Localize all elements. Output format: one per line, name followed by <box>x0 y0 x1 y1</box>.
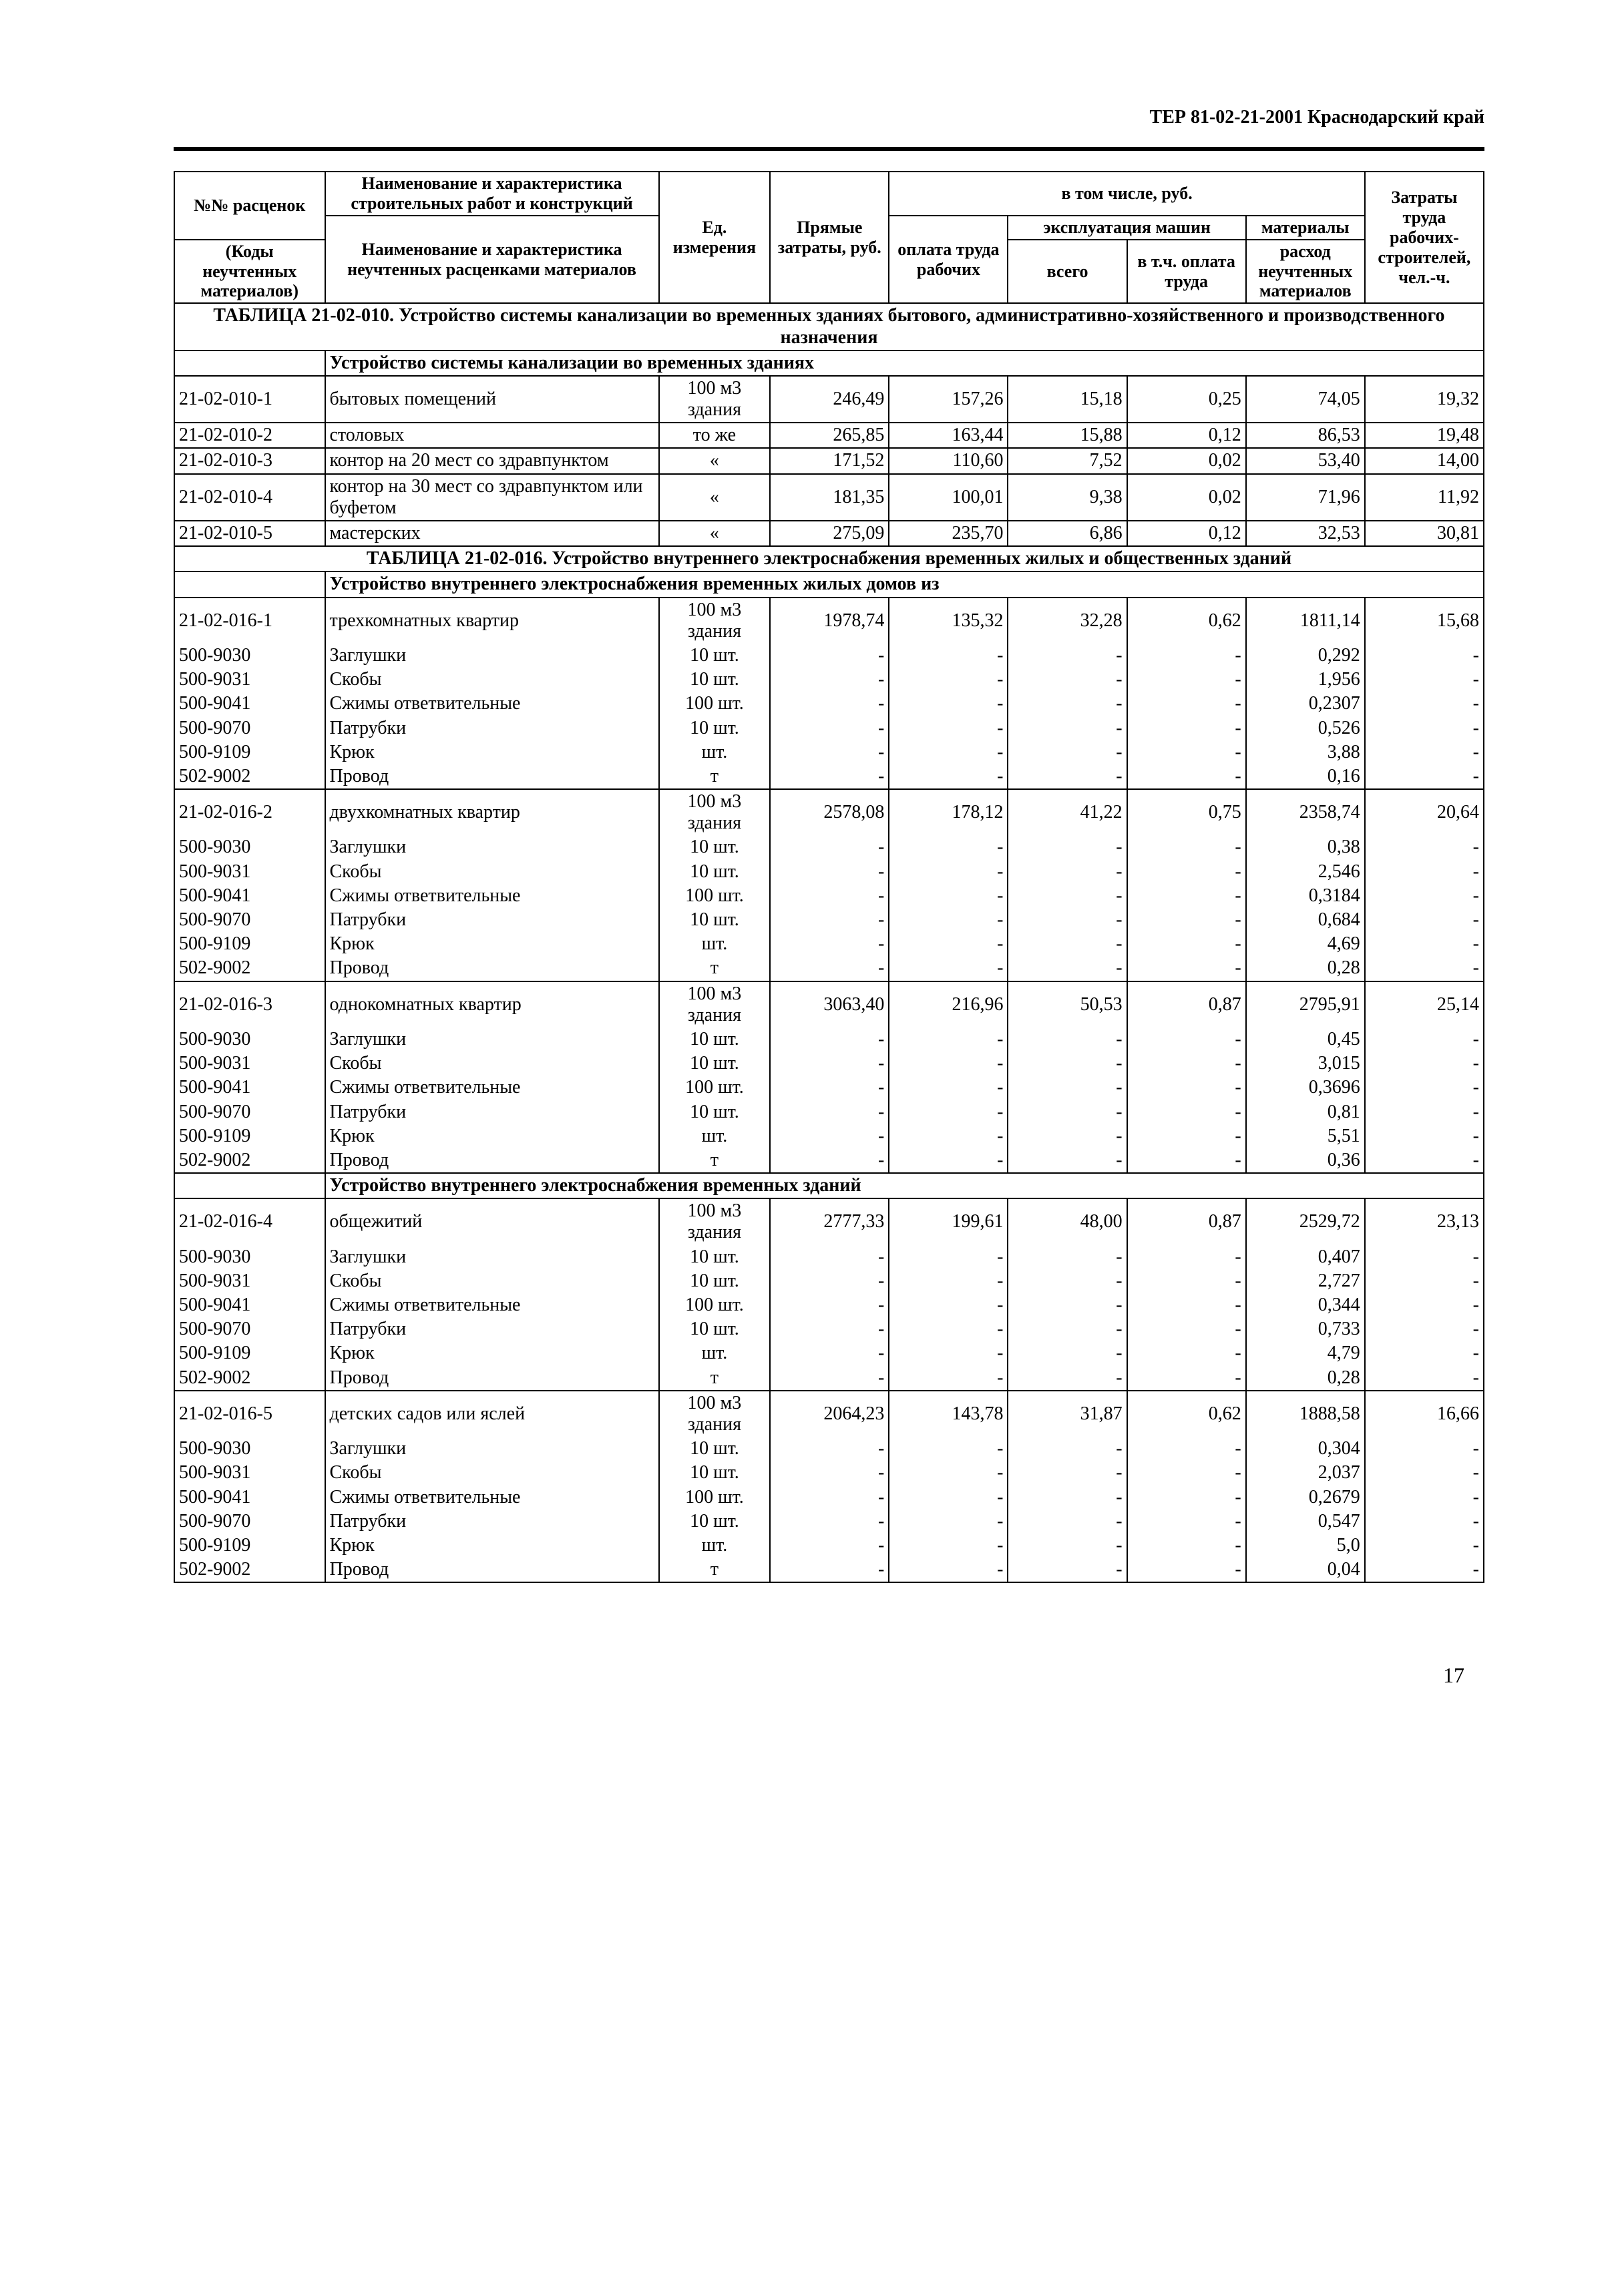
material-row: 500-9109Крюкшт.----5,51- <box>174 1124 1484 1148</box>
th-machines: эксплуатация машин <box>1008 216 1245 240</box>
table-body: ТАБЛИЦА 21-02-010. Устройство системы ка… <box>174 303 1484 1582</box>
material-row: 500-9070Патрубки10 шт.----0,526- <box>174 716 1484 740</box>
th-materials: материалы <box>1246 216 1365 240</box>
section-subtitle: Устройство системы канализации во времен… <box>174 351 1484 376</box>
material-row: 500-9030Заглушки10 шт.----0,45- <box>174 1027 1484 1052</box>
rate-row: 21-02-010-5мастерских«275,09235,706,860,… <box>174 521 1484 546</box>
section-title: ТАБЛИЦА 21-02-010. Устройство системы ка… <box>174 303 1484 350</box>
th-vtc: в т.ч. оплата труда <box>1127 240 1246 304</box>
material-row: 500-9041Сжимы ответвительные100 шт.----0… <box>174 1293 1484 1317</box>
material-row: 500-9041Сжимы ответвительные100 шт.----0… <box>174 1076 1484 1100</box>
rate-row: 21-02-010-2столовыхто же265,85163,4415,8… <box>174 423 1484 448</box>
th-codes2: (Коды неучтенных материалов) <box>174 240 325 304</box>
th-rashod: расход неучтенных материалов <box>1246 240 1365 304</box>
material-row: 500-9031Скобы10 шт.----3,015- <box>174 1052 1484 1076</box>
th-oplata: оплата труда рабочих <box>889 216 1008 304</box>
rates-table: №№ расценок Наименование и характеристик… <box>174 171 1484 1583</box>
material-row: 500-9041Сжимы ответвительные100 шт.----0… <box>174 1485 1484 1510</box>
rate-row: 21-02-016-4общежитий100 м3 здания2777,33… <box>174 1198 1484 1244</box>
material-row: 500-9109Крюкшт.----4,79- <box>174 1341 1484 1365</box>
material-row: 500-9070Патрубки10 шт.----0,81- <box>174 1100 1484 1124</box>
material-row: 500-9041Сжимы ответвительные100 шт.----0… <box>174 884 1484 908</box>
page-header: ТЕР 81-02-21-2001 Краснодарский край <box>174 107 1484 134</box>
rate-row: 21-02-016-2двухкомнатных квартир100 м3 з… <box>174 789 1484 835</box>
th-unit: Ед. измерения <box>659 172 771 303</box>
header-rule <box>174 147 1484 151</box>
th-name2: Наименование и характеристика неучтенных… <box>325 216 659 304</box>
material-row: 502-9002Проводт----0,28- <box>174 1366 1484 1391</box>
material-row: 502-9002Проводт----0,04- <box>174 1558 1484 1582</box>
rate-row: 21-02-016-1трехкомнатных квартир100 м3 з… <box>174 598 1484 644</box>
material-row: 500-9030Заглушки10 шт.----0,304- <box>174 1437 1484 1461</box>
page-number: 17 <box>174 1663 1484 1688</box>
th-vtomchisle: в том числе, руб. <box>889 172 1364 216</box>
material-row: 500-9070Патрубки10 шт.----0,733- <box>174 1317 1484 1341</box>
material-row: 500-9031Скобы10 шт.----1,956- <box>174 668 1484 692</box>
material-row: 502-9002Проводт----0,28- <box>174 956 1484 981</box>
material-row: 502-9002Проводт----0,16- <box>174 764 1484 789</box>
th-code: №№ расценок <box>174 172 325 240</box>
section-subtitle: Устройство внутреннего электроснабжения … <box>174 571 1484 597</box>
material-row: 500-9041Сжимы ответвительные100 шт.----0… <box>174 692 1484 716</box>
material-row: 500-9030Заглушки10 шт.----0,292- <box>174 644 1484 668</box>
rate-row: 21-02-010-4контор на 30 мест со здравпун… <box>174 474 1484 521</box>
th-vsego: всего <box>1008 240 1127 304</box>
material-row: 500-9109Крюкшт.----4,69- <box>174 932 1484 956</box>
material-row: 500-9030Заглушки10 шт.----0,407- <box>174 1245 1484 1269</box>
material-row: 500-9031Скобы10 шт.----2,727- <box>174 1269 1484 1293</box>
section-subtitle: Устройство внутреннего электроснабжения … <box>174 1173 1484 1198</box>
material-row: 500-9031Скобы10 шт.----2,546- <box>174 860 1484 884</box>
section-title: ТАБЛИЦА 21-02-016. Устройство внутреннег… <box>174 546 1484 571</box>
th-labor: Затраты труда рабочих-строителей, чел.-ч… <box>1365 172 1484 303</box>
rate-row: 21-02-016-5детских садов или яслей100 м3… <box>174 1391 1484 1437</box>
material-row: 500-9070Патрубки10 шт.----0,684- <box>174 908 1484 932</box>
th-direct: Прямые затраты, руб. <box>770 172 889 303</box>
table-head: №№ расценок Наименование и характеристик… <box>174 172 1484 303</box>
material-row: 500-9109Крюкшт.----3,88- <box>174 740 1484 764</box>
material-row: 500-9030Заглушки10 шт.----0,38- <box>174 835 1484 859</box>
rate-row: 21-02-016-3однокомнатных квартир100 м3 з… <box>174 981 1484 1027</box>
rate-row: 21-02-010-1бытовых помещений100 м3 здани… <box>174 376 1484 423</box>
material-row: 500-9109Крюкшт.----5,0- <box>174 1534 1484 1558</box>
material-row: 502-9002Проводт----0,36- <box>174 1148 1484 1173</box>
material-row: 500-9031Скобы10 шт.----2,037- <box>174 1461 1484 1485</box>
th-name: Наименование и характеристика строительн… <box>325 172 659 216</box>
material-row: 500-9070Патрубки10 шт.----0,547- <box>174 1510 1484 1534</box>
rate-row: 21-02-010-3контор на 20 мест со здравпун… <box>174 448 1484 473</box>
